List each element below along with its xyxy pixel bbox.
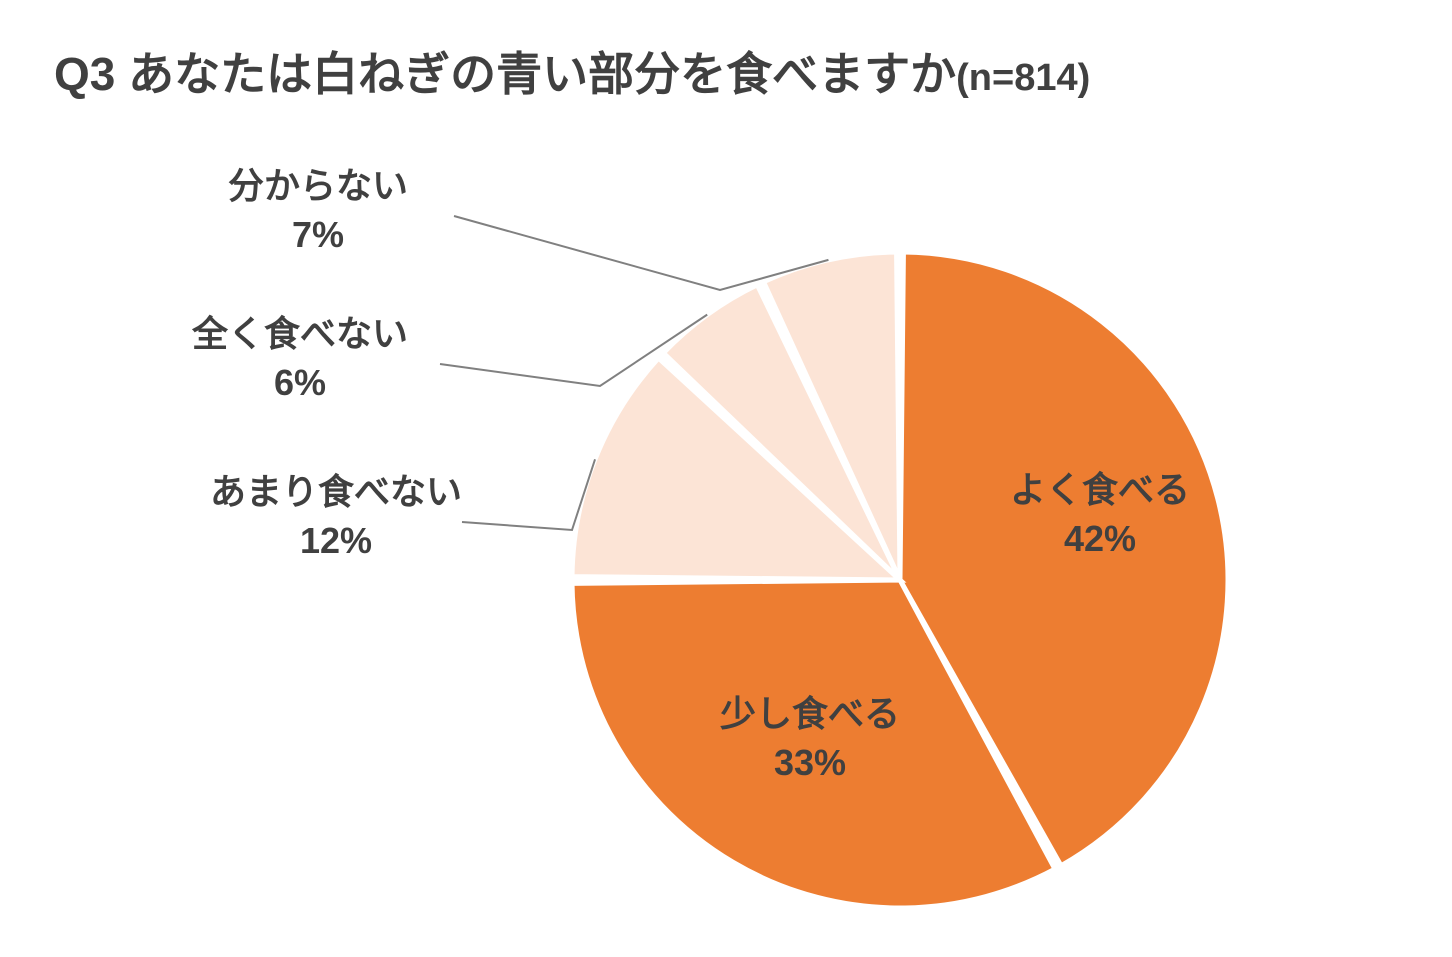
slice-label-0-text: よく食べる	[1010, 469, 1190, 510]
leader-line-2	[462, 459, 595, 530]
slice-label-4-value: 7%	[292, 214, 344, 255]
slice-label-1: 少し食べる 33%	[720, 690, 900, 787]
slice-label-1-value: 33%	[774, 742, 846, 783]
chart-stage: Q3 あなたは白ねぎの青い部分を食べますか(n=814) よく食べる 42% 少…	[0, 0, 1452, 957]
slice-label-3-value: 6%	[274, 362, 326, 403]
slice-label-0: よく食べる 42%	[1010, 466, 1190, 563]
slice-label-2-value: 12%	[300, 520, 372, 561]
slice-label-1-text: 少し食べる	[720, 693, 900, 734]
slice-label-3-text: 全く食べない	[192, 313, 408, 354]
slice-label-4: 分からない 7%	[228, 162, 408, 259]
slice-label-2: あまり食べない 12%	[210, 468, 462, 565]
slice-label-2-text: あまり食べない	[210, 471, 462, 512]
slice-label-0-value: 42%	[1064, 518, 1136, 559]
slice-label-4-text: 分からない	[228, 165, 408, 206]
slice-label-3: 全く食べない 6%	[192, 310, 408, 407]
